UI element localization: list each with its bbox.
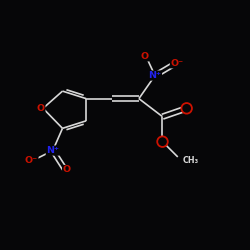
Ellipse shape [157, 136, 168, 147]
Text: O⁻: O⁻ [170, 59, 183, 68]
Text: O: O [62, 166, 71, 174]
Text: O⁻: O⁻ [25, 156, 38, 165]
Text: O: O [37, 104, 45, 113]
Ellipse shape [182, 103, 192, 114]
Text: O: O [140, 52, 148, 61]
Text: N⁺: N⁺ [46, 146, 59, 155]
Text: CH₃: CH₃ [183, 156, 199, 165]
Text: N⁺: N⁺ [148, 71, 162, 80]
